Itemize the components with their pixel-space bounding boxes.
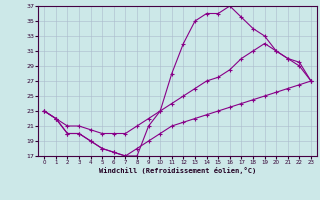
X-axis label: Windchill (Refroidissement éolien,°C): Windchill (Refroidissement éolien,°C)	[99, 167, 256, 174]
